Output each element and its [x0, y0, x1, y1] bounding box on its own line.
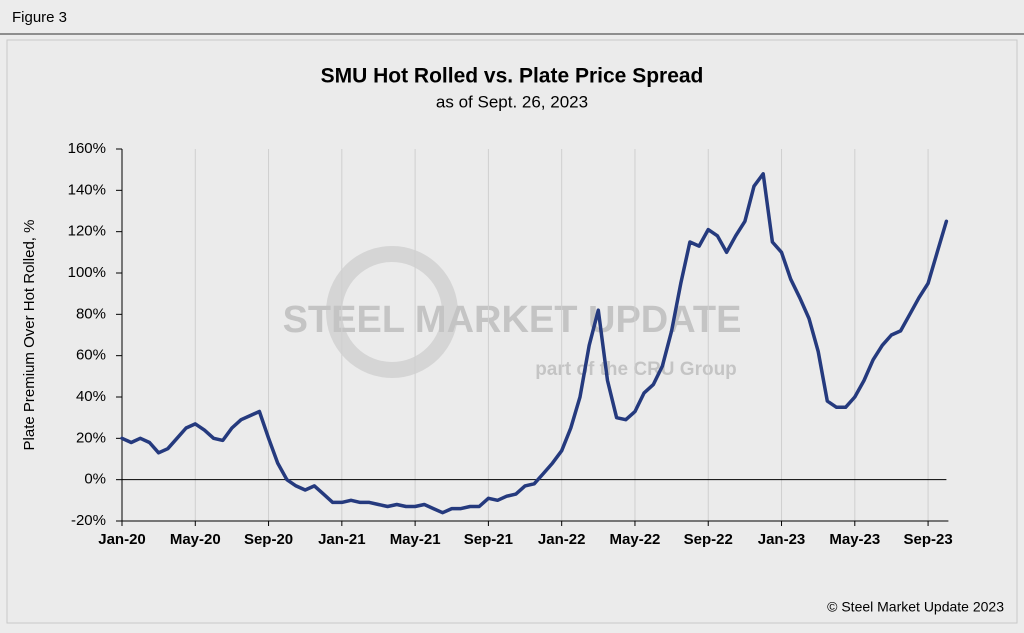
x-tick-label: Jan-23	[758, 531, 806, 548]
y-tick-label: 60%	[76, 347, 106, 364]
x-tick-label: May-22	[610, 531, 661, 548]
chart-subtitle: as of Sept. 26, 2023	[436, 92, 588, 111]
y-tick-label: 120%	[68, 223, 106, 240]
y-tick-label: 40%	[76, 388, 106, 405]
x-tick-label: Sep-21	[464, 531, 513, 548]
watermark-tagline: part of the CRU Group	[535, 359, 737, 380]
footer: © Steel Market Update 2023	[827, 599, 1004, 615]
x-tick-label: Jan-22	[538, 531, 586, 548]
watermark-logo	[326, 246, 458, 378]
line-series	[120, 172, 949, 515]
y-tick-label: 20%	[76, 429, 106, 446]
x-tick-label: Sep-20	[244, 531, 293, 548]
x-tick-label: May-21	[390, 531, 441, 548]
y-axis-label: Plate Premium Over Hot Rolled, %	[21, 220, 38, 451]
x-tick-label: Sep-23	[903, 531, 952, 548]
x-tick-label: May-23	[829, 531, 880, 548]
x-tick-label: Jan-20	[98, 531, 146, 548]
y-tick-label: 140%	[68, 181, 106, 198]
chart-title: SMU Hot Rolled vs. Plate Price Spread	[321, 65, 704, 88]
chart-panel	[6, 39, 1018, 624]
watermark-brand: STEEL MARKET UPDATE	[283, 299, 742, 341]
x-tick-label: May-20	[170, 531, 221, 548]
y-tick-label: 80%	[76, 305, 106, 322]
y-tick-label: 0%	[84, 471, 106, 488]
x-tick-label: Jan-21	[318, 531, 366, 548]
y-tick-label: -20%	[71, 512, 106, 529]
y-tick-label: 160%	[68, 140, 106, 157]
y-tick-label: 100%	[68, 264, 106, 281]
figure-label: Figure 3	[12, 9, 67, 26]
x-tick-label: Sep-22	[684, 531, 733, 548]
